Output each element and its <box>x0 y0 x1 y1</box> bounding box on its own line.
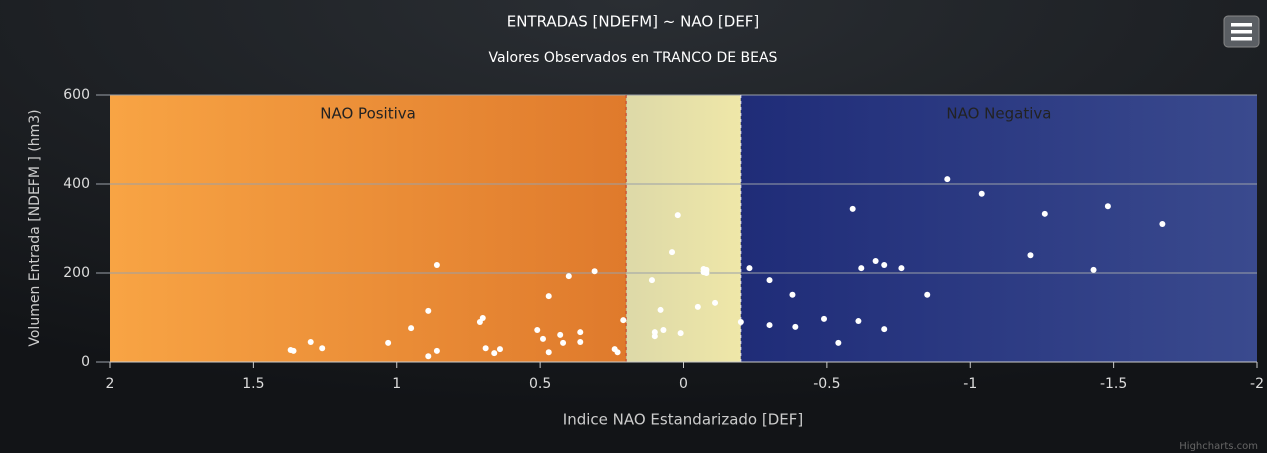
x-tick-label: 0 <box>679 376 688 392</box>
x-tick-label: -1 <box>963 376 977 392</box>
point <box>766 322 773 329</box>
menu-bar <box>1231 30 1252 34</box>
point <box>482 345 489 352</box>
point <box>835 339 842 346</box>
point <box>539 335 546 342</box>
point <box>872 257 879 264</box>
point <box>425 353 432 360</box>
plot-band-label: NAO Positiva <box>320 105 416 123</box>
point <box>677 330 684 337</box>
y-axis-title: Volumen Entrada [NDEFM ] (hm3) <box>27 109 43 346</box>
point <box>978 190 985 197</box>
point <box>1159 221 1166 228</box>
point <box>924 291 931 298</box>
point <box>307 338 314 345</box>
point <box>881 261 888 268</box>
x-tick-label: 0.5 <box>529 376 551 392</box>
point <box>557 331 564 338</box>
menu-bar <box>1231 37 1252 41</box>
menu-bar <box>1231 23 1252 27</box>
y-tick-label: 0 <box>81 354 90 370</box>
point <box>660 326 667 333</box>
point <box>319 345 326 352</box>
credit: Highcharts.com <box>1179 441 1258 452</box>
chart-title: ENTRADAS [NDEFM] ~ NAO [DEF] <box>507 13 760 31</box>
point <box>1027 252 1034 259</box>
plot-band-label: NAO Negativa <box>946 105 1051 123</box>
point <box>669 249 676 256</box>
x-tick-label: 1 <box>392 376 401 392</box>
point <box>855 318 862 325</box>
point <box>408 325 415 332</box>
menu-button[interactable] <box>1223 15 1260 48</box>
point <box>648 277 655 284</box>
x-tick-label: -0.5 <box>813 376 840 392</box>
point <box>491 350 498 357</box>
point <box>1041 210 1048 217</box>
point <box>849 205 856 212</box>
x-tick-label: -2 <box>1250 376 1264 392</box>
point <box>766 277 773 284</box>
x-axis-title: Indice NAO Estandarizado [DEF] <box>563 411 803 429</box>
point <box>577 329 584 336</box>
point <box>290 347 297 354</box>
plot-band <box>626 95 741 362</box>
y-tick-label: 600 <box>63 87 90 103</box>
point <box>674 212 681 219</box>
point <box>694 303 701 310</box>
point <box>858 265 865 272</box>
point <box>591 268 598 275</box>
point <box>1104 203 1111 210</box>
point <box>534 326 541 333</box>
point <box>821 315 828 322</box>
x-tick-label: 2 <box>106 376 115 392</box>
point <box>496 346 503 353</box>
point <box>703 270 710 276</box>
point <box>712 299 719 306</box>
point <box>545 293 552 300</box>
plot-band <box>110 95 627 362</box>
point <box>560 339 567 346</box>
point <box>792 323 799 330</box>
point <box>746 265 753 272</box>
point <box>479 314 486 321</box>
point <box>620 317 627 324</box>
point <box>433 261 440 268</box>
point <box>737 318 744 325</box>
point <box>657 306 664 313</box>
point <box>881 326 888 333</box>
y-tick-label: 400 <box>63 176 90 192</box>
point <box>898 265 905 272</box>
point <box>614 349 621 356</box>
point <box>425 307 432 314</box>
point <box>565 273 572 280</box>
x-tick-label: 1.5 <box>242 376 264 392</box>
plot-band <box>740 95 1257 362</box>
point <box>651 329 658 336</box>
point <box>545 349 552 356</box>
point <box>789 291 796 298</box>
x-tick-label: -1.5 <box>1100 376 1127 392</box>
point <box>1090 266 1097 273</box>
point <box>577 338 584 345</box>
point <box>944 176 951 183</box>
chart-subtitle: Valores Observados en TRANCO DE BEAS <box>489 50 778 66</box>
y-tick-label: 200 <box>63 265 90 281</box>
point <box>433 347 440 354</box>
point <box>385 339 392 346</box>
